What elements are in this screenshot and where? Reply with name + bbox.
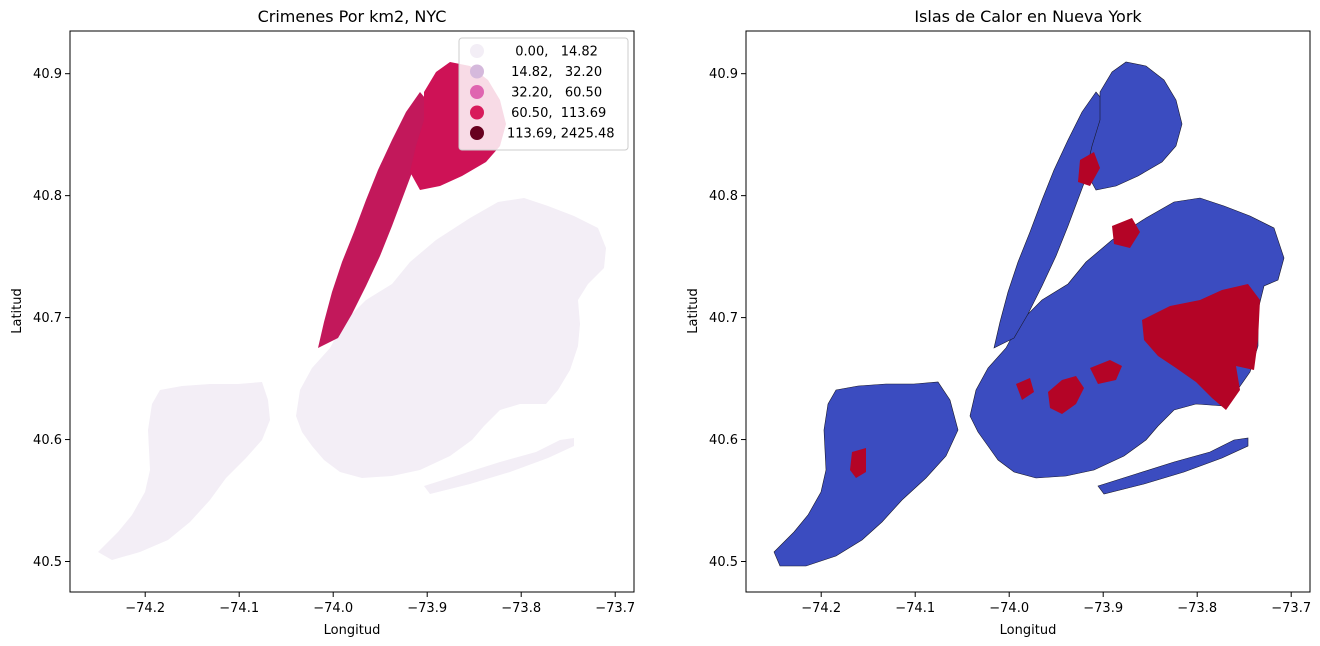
- y-axis-label: Latitud: [686, 288, 701, 334]
- legend-marker: [470, 85, 484, 99]
- legend-box: [458, 37, 629, 151]
- staten-island-region: [98, 382, 270, 560]
- y-tick-label: 40.6: [709, 433, 738, 448]
- rockaway-region: [1097, 437, 1249, 495]
- x-tick-label: −74.1: [895, 601, 935, 616]
- x-tick-label: −74.0: [989, 601, 1029, 616]
- x-tick-label: −73.7: [1271, 601, 1311, 616]
- x-tick-label: −74.2: [801, 601, 841, 616]
- x-tick-label: −73.8: [501, 601, 541, 616]
- y-tick-label: 40.6: [33, 433, 62, 448]
- x-tick-label: −73.7: [595, 601, 635, 616]
- rockaway-region: [424, 438, 574, 494]
- brooklyn-queens-region: [969, 197, 1285, 479]
- legend-label: 32.20, 60.50: [507, 86, 602, 101]
- axes-frame: [745, 30, 1311, 593]
- y-tick-label: 40.5: [33, 555, 62, 570]
- x-axis-label: Longitud: [324, 623, 381, 638]
- legend-label: 0.00, 14.82: [507, 45, 598, 60]
- x-tick-label: −73.9: [1083, 601, 1123, 616]
- crime-choropleth: [98, 62, 606, 560]
- legend-marker: [470, 105, 484, 120]
- heat-island-brooklyn: [1048, 376, 1084, 414]
- heat-island-map: [773, 61, 1285, 567]
- legend-marker: [470, 44, 484, 58]
- legend-label: 14.82, 32.20: [507, 65, 602, 80]
- x-axis-label: Longitud: [1000, 623, 1057, 638]
- y-tick-label: 40.8: [33, 189, 62, 204]
- y-tick-label: 40.7: [33, 311, 62, 326]
- brooklyn-queens-region: [296, 198, 606, 478]
- map-title: Crimenes Por km2, NYC: [258, 7, 447, 26]
- axes-frame: [69, 30, 635, 593]
- heat-island-queens-north: [1112, 218, 1140, 248]
- y-axis-label: Latitud: [10, 288, 25, 334]
- map-panel-crime: Crimenes Por km2, NYC −74.2 −74.1 −74.0 −73…: [10, 7, 635, 638]
- x-tick-label: −74.2: [125, 601, 165, 616]
- legend-marker: [470, 126, 484, 140]
- x-tick-label: −74.1: [219, 601, 259, 616]
- y-tick-label: 40.9: [709, 67, 738, 82]
- x-tick-label: −74.0: [313, 601, 353, 616]
- heat-island-jamaica: [1142, 284, 1260, 410]
- y-tick-label: 40.9: [33, 67, 62, 82]
- legend-label: 113.69, 2425.48: [507, 127, 615, 142]
- heat-island-staten: [850, 448, 866, 478]
- heat-island-ridgewood: [1016, 378, 1034, 400]
- map-title: Islas de Calor en Nueva York: [914, 7, 1142, 26]
- legend: 0.00, 14.82 14.82, 32.20 32.20, 60.50 60…: [458, 37, 629, 151]
- heat-island-east-ny: [1090, 360, 1122, 384]
- manhattan-region: [318, 92, 430, 348]
- legend-marker: [470, 64, 484, 79]
- x-tick-label: −73.8: [1177, 601, 1217, 616]
- staten-island-region: [773, 381, 959, 567]
- legend-label: 60.50, 113.69: [507, 106, 606, 121]
- y-tick-label: 40.7: [709, 311, 738, 326]
- axis-ticks: −74.2 −74.1 −74.0 −73.9 −73.8 −73.7 40.5 40.6 40…: [33, 67, 635, 616]
- heat-island-bronx: [1078, 152, 1100, 186]
- y-tick-label: 40.8: [709, 189, 738, 204]
- map-panel-heat: Islas de Calor en Nueva York −74.2 −74.1−…: [686, 7, 1311, 638]
- y-tick-label: 40.5: [709, 555, 738, 570]
- axis-ticks: −74.2 −74.1 −74.0 −73.9 −73.8 −73.7 40.5 40.6 40…: [709, 67, 1311, 616]
- x-tick-label: −73.9: [407, 601, 447, 616]
- bronx-region: [1085, 61, 1183, 191]
